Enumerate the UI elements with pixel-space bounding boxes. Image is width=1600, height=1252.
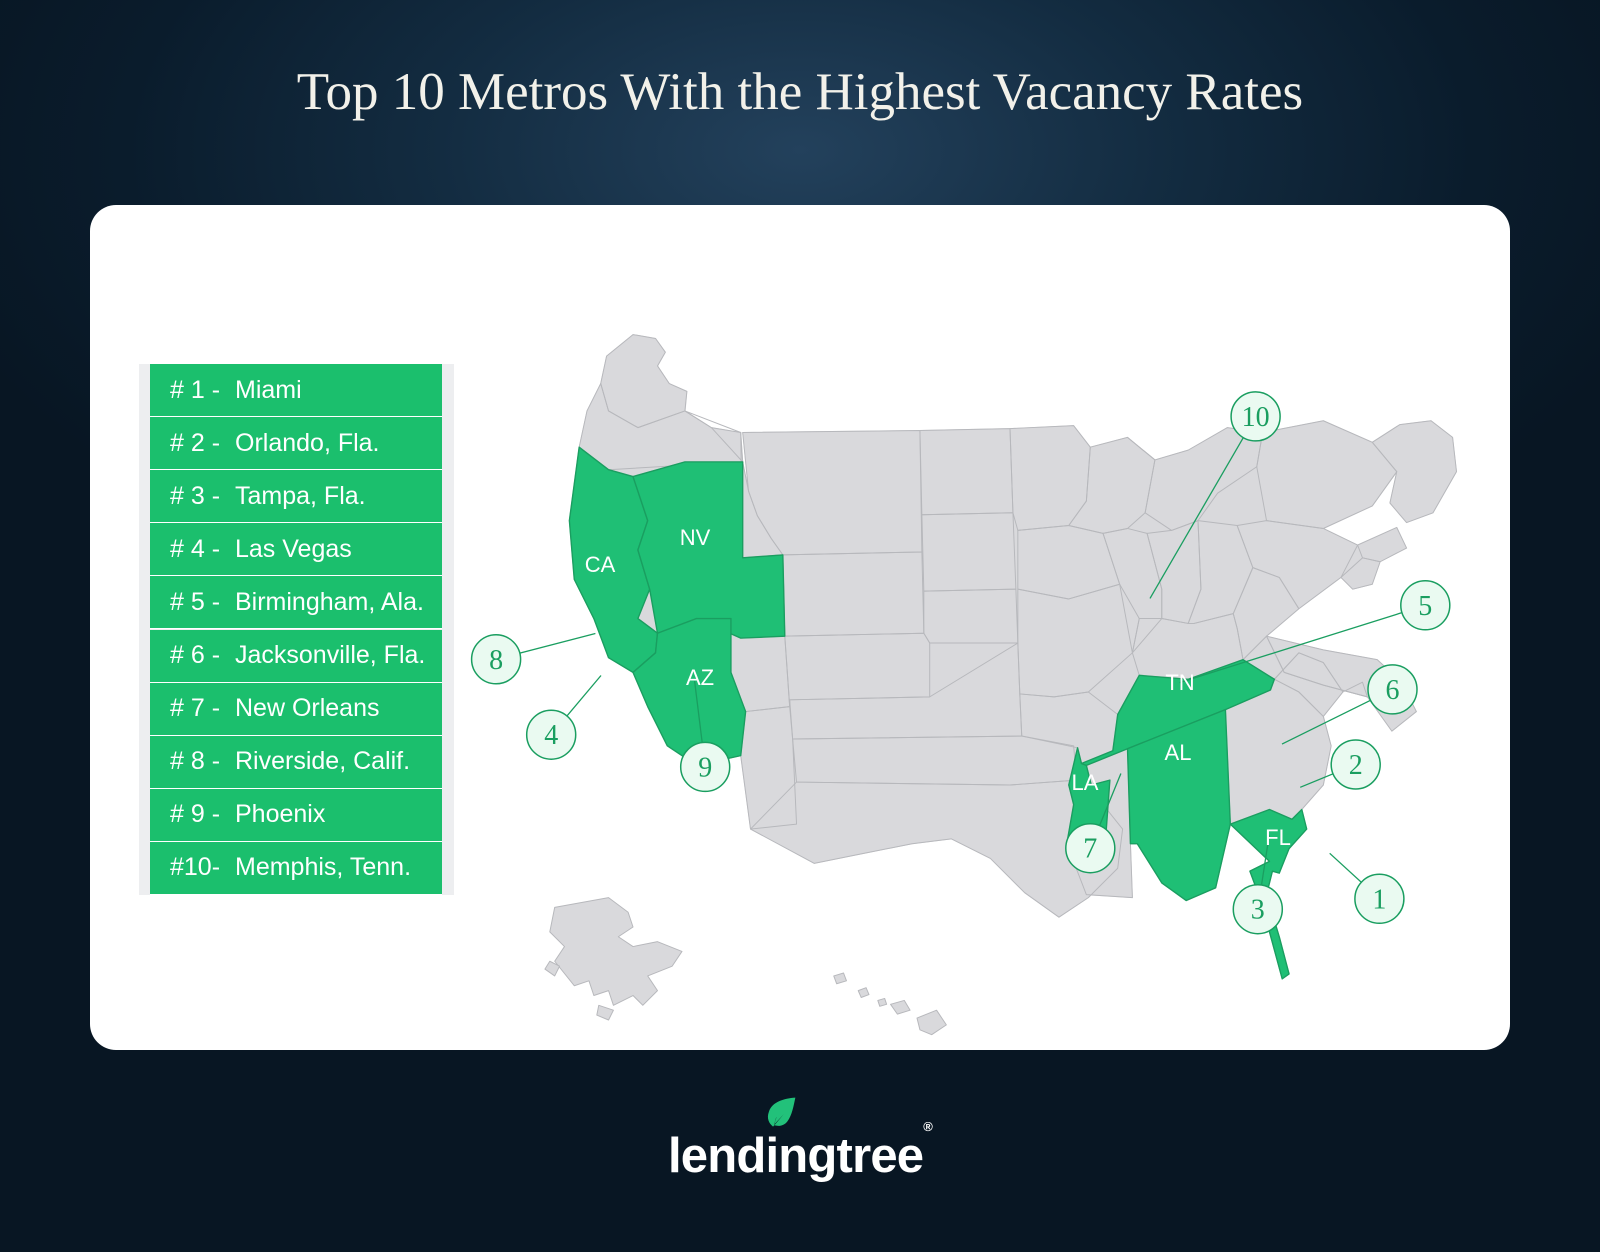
svg-text:TN: TN bbox=[1165, 670, 1194, 695]
svg-text:5: 5 bbox=[1418, 591, 1432, 622]
svg-text:10: 10 bbox=[1242, 402, 1270, 433]
svg-text:6: 6 bbox=[1386, 675, 1400, 706]
svg-text:4: 4 bbox=[544, 720, 558, 751]
svg-text:8: 8 bbox=[489, 645, 503, 676]
svg-text:AL: AL bbox=[1165, 740, 1192, 765]
svg-text:FL: FL bbox=[1265, 825, 1291, 850]
svg-text:7: 7 bbox=[1083, 834, 1097, 865]
svg-text:1: 1 bbox=[1372, 884, 1386, 915]
svg-text:2: 2 bbox=[1349, 750, 1363, 781]
svg-text:3: 3 bbox=[1251, 895, 1265, 926]
svg-text:AZ: AZ bbox=[686, 665, 714, 690]
svg-text:CA: CA bbox=[585, 552, 616, 577]
svg-text:NV: NV bbox=[680, 525, 711, 550]
svg-text:LA: LA bbox=[1072, 770, 1099, 795]
svg-text:9: 9 bbox=[698, 752, 712, 783]
